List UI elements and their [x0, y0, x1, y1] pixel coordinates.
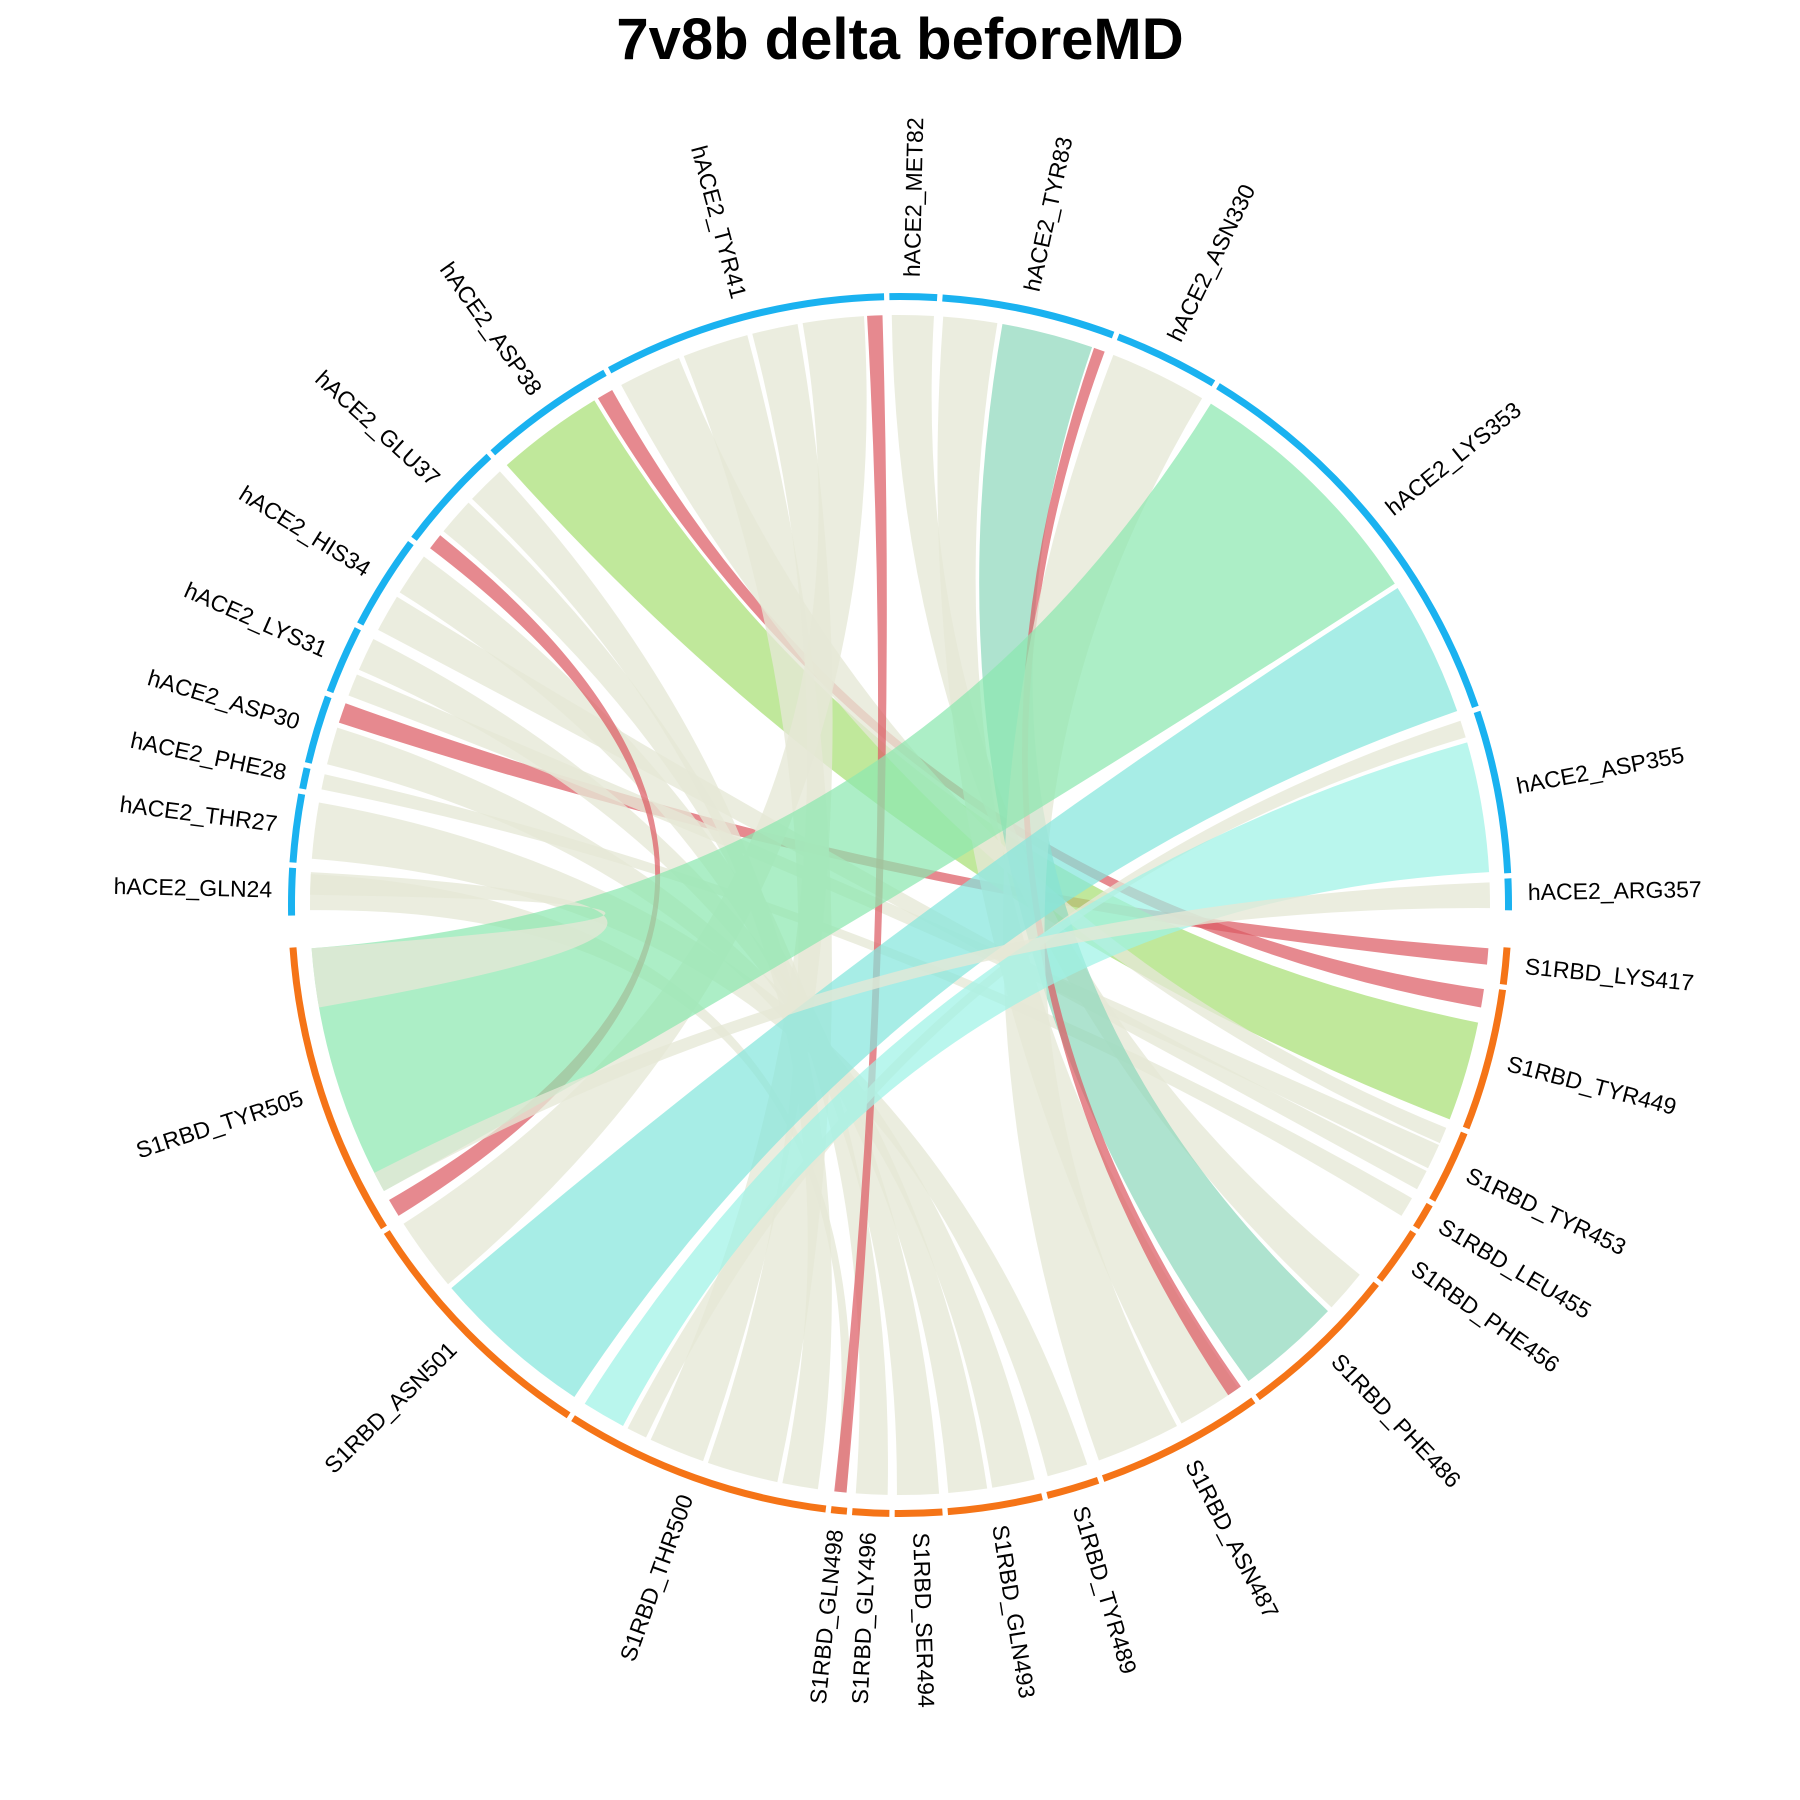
sector-arc-s1rbd-tyr453: [1429, 1131, 1468, 1202]
sector-arc-s1rbd-gln498: [830, 1506, 848, 1515]
chord-link-hace2-lys353-to-s1rbd-asn501: [451, 587, 1458, 1397]
sector-label-hace2-tyr41: hACE2_TYR41: [686, 143, 752, 302]
sector-arc-hace2-gln24: [287, 867, 297, 916]
sector-label-hace2-asp355: hACE2_ASP355: [1514, 741, 1686, 798]
sector-label-hace2-asp30: hACE2_ASP30: [145, 664, 303, 734]
chord-link-hace2-tyr41-to-s1rbd-thr500: [683, 335, 832, 1483]
sector-label-s1rbd-tyr505: S1RBD_TYR505: [133, 1085, 306, 1163]
sector-arc-s1rbd-lys417: [1499, 947, 1511, 985]
sector-label-hace2-lys353: hACE2_LYS353: [1380, 396, 1526, 520]
sector-label-s1rbd-gly496: S1RBD_GLY496: [847, 1532, 881, 1705]
sector-label-hace2-phe28: hACE2_PHE28: [128, 727, 288, 785]
sector-arc-s1rbd-leu455: [1413, 1202, 1433, 1230]
sector-arc-hace2-glu37: [411, 453, 492, 541]
sector-arc-s1rbd-asn487: [1101, 1397, 1256, 1482]
sector-arc-hace2-met82: [889, 293, 938, 302]
chord-links: [309, 315, 1491, 1495]
sector-arc-hace2-lys31: [326, 627, 361, 694]
sector-arc-s1rbd-tyr449: [1462, 989, 1507, 1130]
sector-arc-hace2-asp38: [490, 369, 607, 456]
chart-title: 7v8b delta beforeMD: [616, 7, 1184, 72]
sector-arc-hace2-tyr41: [607, 293, 885, 374]
sector-arc-s1rbd-gly496: [851, 1508, 890, 1517]
sector-label-hace2-lys31: hACE2_LYS31: [181, 577, 332, 662]
chord-link-hace2-asp30-to-s1rbd-lys417: [338, 703, 1489, 965]
sector-arc-s1rbd-phe456: [1376, 1230, 1417, 1282]
sector-label-s1rbd-tyr489: S1RBD_TYR489: [1068, 1503, 1142, 1677]
sector-label-hace2-tyr83: hACE2_TYR83: [1019, 134, 1078, 293]
sector-arc-s1rbd-tyr489: [1046, 1477, 1100, 1499]
sector-arc-hace2-asn330: [1116, 333, 1216, 387]
sector-label-s1rbd-tyr449: S1RBD_TYR449: [1504, 1050, 1679, 1119]
sector-arc-hace2-thr27: [289, 793, 306, 863]
sector-label-s1rbd-asn501: S1RBD_ASN501: [319, 1337, 462, 1479]
sector-label-s1rbd-gln493: S1RBD_GLN493: [987, 1523, 1040, 1700]
sector-ring: [287, 293, 1512, 1517]
sector-arc-s1rbd-gln493: [947, 1493, 1043, 1516]
sector-arc-hace2-arg357: [1504, 878, 1512, 911]
sector-label-hace2-asn330: hACE2_ASN330: [1162, 180, 1260, 345]
sector-arc-s1rbd-thr500: [571, 1415, 827, 1513]
chord-link-hace2-tyr41-to-s1rbd-asn501: [403, 316, 867, 1285]
sector-label-hace2-thr27: hACE2_THR27: [118, 791, 279, 837]
chord-link-hace2-lys353-to-s1rbd-tyr505: [311, 403, 1395, 1192]
chord-link-hace2-asp38-to-s1rbd-tyr449: [506, 400, 1479, 1120]
chord-link-hace2-his34-to-s1rbd-tyr453: [378, 596, 1427, 1190]
sector-arc-hace2-tyr83: [942, 294, 1115, 339]
sector-label-s1rbd-ser494: S1RBD_SER494: [908, 1532, 939, 1708]
chord-link-hace2-glu37-to-s1rbd-thr500: [472, 471, 832, 1490]
sector-arc-hace2-asp30: [304, 695, 332, 764]
sector-label-s1rbd-asn487: S1RBD_ASN487: [1180, 1455, 1284, 1622]
sector-label-s1rbd-thr500: S1RBD_THR500: [615, 1491, 699, 1665]
sector-label-hace2-met82: hACE2_MET82: [899, 117, 928, 277]
chord-link-hace2-tyr41-to-s1rbd-tyr453: [621, 357, 1447, 1144]
sector-arc-s1rbd-ser494: [894, 1508, 943, 1517]
chord-link-hace2-gln24-to-s1rbd-tyr505: [310, 872, 608, 1008]
sector-label-s1rbd-phe486: S1RBD_PHE486: [1326, 1348, 1466, 1493]
sector-label-s1rbd-lys417: S1RBD_LYS417: [1524, 953, 1695, 996]
sector-arc-hace2-his34: [357, 540, 414, 626]
chord-link-hace2-asp355-to-s1rbd-thr500: [584, 742, 1490, 1426]
sector-label-hace2-his34: hACE2_HIS34: [235, 480, 376, 581]
sector-arc-s1rbd-phe486: [1255, 1281, 1379, 1401]
sector-label-hace2-asp38: hACE2_ASP38: [435, 257, 548, 400]
sector-arc-hace2-asp355: [1473, 710, 1512, 874]
chord-link-hace2-lys31-to-s1rbd-tyr453: [348, 674, 1439, 1169]
sector-arc-hace2-phe28: [299, 767, 311, 790]
sector-label-hace2-gln24: hACE2_GLN24: [113, 873, 272, 902]
sector-label-s1rbd-gln498: S1RBD_GLN498: [805, 1528, 848, 1705]
sector-label-hace2-arg357: hACE2_ARG357: [1528, 876, 1702, 905]
sector-label-hace2-glu37: hACE2_GLU37: [310, 365, 445, 491]
